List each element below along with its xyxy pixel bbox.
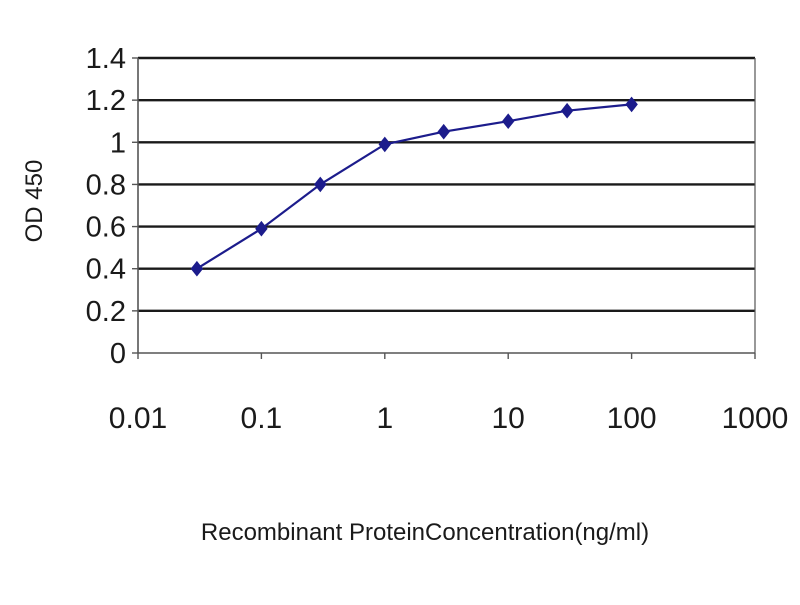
data-point [255,220,268,237]
data-point [625,96,638,113]
x-tick-label: 1 [376,402,393,435]
x-tick-label: 10 [492,402,525,435]
data-point [437,123,450,140]
y-tick-label: 1.4 [86,43,126,75]
x-tick-label: 100 [607,402,657,435]
y-tick-label: 0.2 [86,296,126,328]
data-point [190,260,204,277]
x-tick-labels: 0.01 0.1 1 10 100 1000 [109,402,789,435]
data-point [314,176,327,193]
y-tick-labels: 0 0.2 0.4 0.6 0.8 1 1.2 1.4 [86,43,126,370]
data-point [560,102,574,119]
data-point [378,136,392,153]
y-axis-title: OD 450 [21,160,48,243]
y-tick-label: 0.4 [86,254,126,286]
x-axis-title: Recombinant ProteinConcentration(ng/ml) [201,519,649,546]
y-tick-label: 0 [110,338,126,370]
y-tick-label: 1 [110,127,126,159]
axes [132,57,756,359]
x-tick-label: 0.1 [241,402,283,435]
data-point [501,113,515,130]
y-tick-label: 1.2 [86,85,126,117]
y-tick-label: 0.6 [86,212,126,244]
y-tick-label: 0.8 [86,169,126,201]
data-series [190,96,638,277]
x-tick-label: 1000 [722,402,789,435]
gridlines [138,56,755,313]
series-line [196,103,632,270]
x-tick-label: 0.01 [109,402,167,435]
